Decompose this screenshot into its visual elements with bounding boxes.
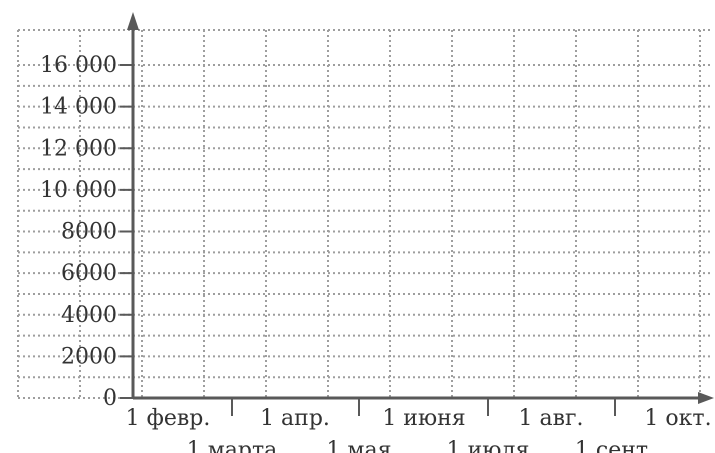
y-tick-label: 16 000 — [40, 53, 117, 78]
x-tick-label: 1 мая — [326, 438, 391, 453]
y-tick-label: 6000 — [61, 261, 117, 286]
x-tick-label: 1 июня — [382, 406, 465, 431]
grid — [17, 29, 713, 399]
y-axis-ticks: 0 2000 4000 6000 8000 10 000 12 000 14 000 16 00… — [40, 53, 133, 411]
x-axis-ticks: 1 февр. 1 апр. 1 июня 1 авг. 1 окт. 1 марта 1 … — [126, 398, 712, 453]
y-tick-label: 10 000 — [40, 178, 117, 203]
x-tick-label: 1 сент. — [575, 438, 655, 453]
x-tick-label: 1 июля — [447, 438, 530, 453]
y-tick-label: 4000 — [61, 303, 117, 328]
y-tick-label: 12 000 — [40, 136, 117, 161]
x-tick-label: 1 апр. — [260, 406, 330, 431]
y-axis-arrow — [127, 12, 139, 30]
x-tick-label: 1 окт. — [644, 406, 711, 431]
axes — [127, 12, 714, 404]
x-axis-arrow — [698, 392, 714, 404]
x-tick-label: 1 авг. — [518, 406, 583, 431]
y-tick-label: 2000 — [61, 344, 117, 369]
y-tick-label: 14 000 — [40, 95, 117, 120]
y-tick-label: 8000 — [61, 220, 117, 245]
y-tick-label: 0 — [103, 386, 117, 411]
x-tick-label: 1 марта — [187, 438, 278, 453]
x-tick-label: 1 февр. — [126, 406, 211, 431]
